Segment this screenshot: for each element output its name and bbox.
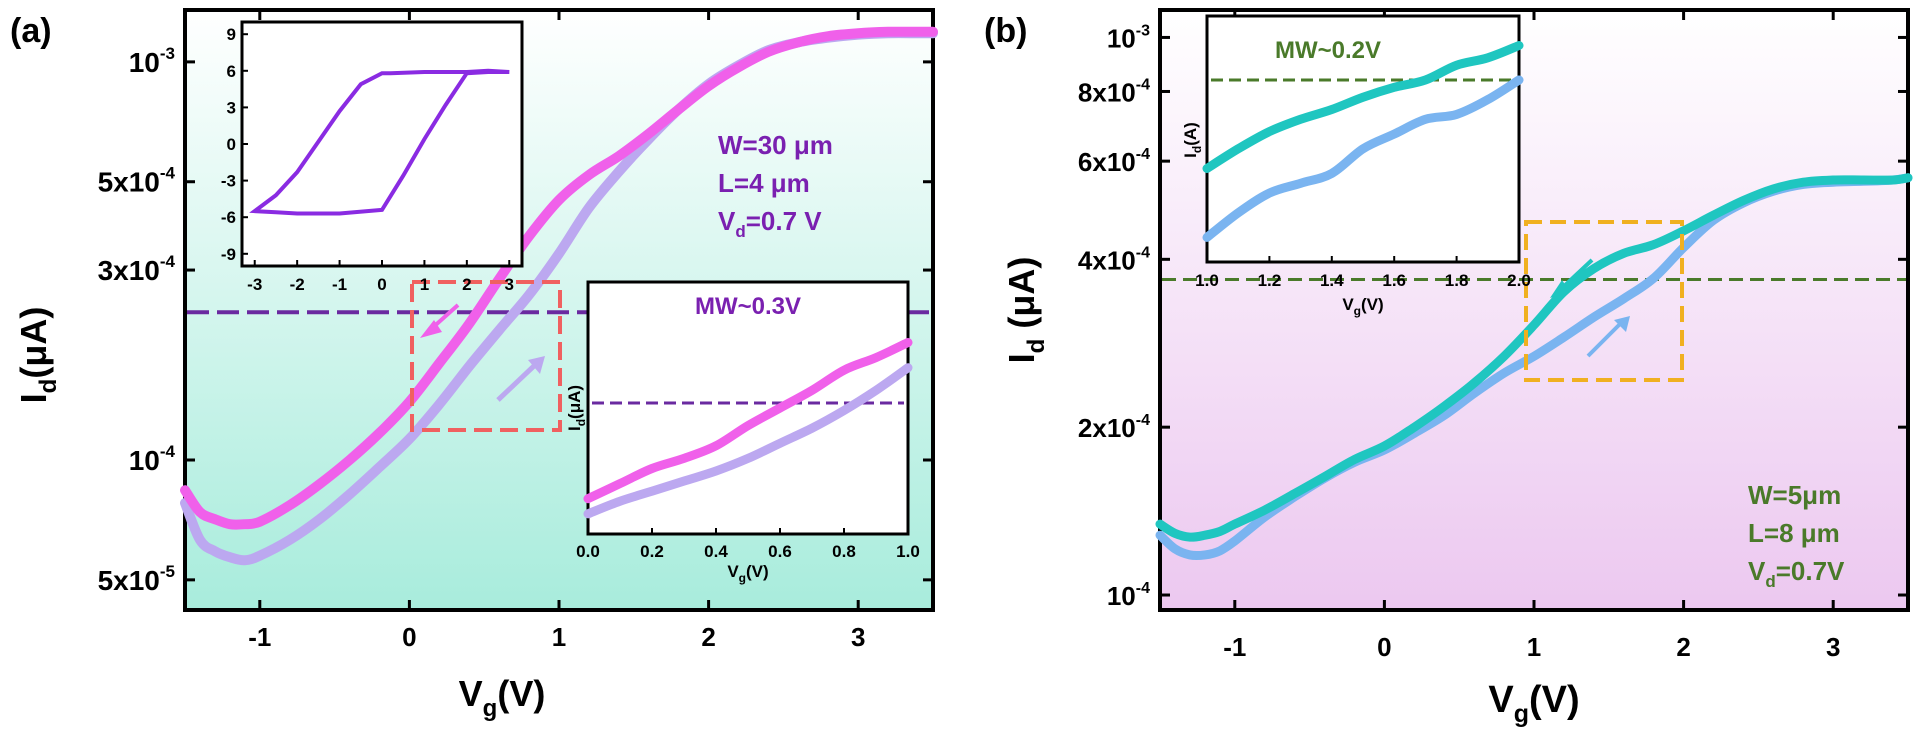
inset-zoom-x-title: Vg(V) <box>1342 295 1383 318</box>
inset-series-forward <box>1202 75 1524 242</box>
x-tick-label: -2 <box>290 275 305 294</box>
inset-loop-frame <box>240 20 524 268</box>
inset-loop-y-axis: 9 6 3 0 -3 -6 -9 <box>221 25 248 264</box>
panel-a-label: (a) <box>10 12 52 50</box>
inset-series-backward <box>1202 41 1524 173</box>
x-tick-label: 2.0 <box>1507 271 1531 290</box>
panel-a-length-label: L=4 μm <box>718 168 810 198</box>
panel-b-vd-label: Vd=0.7V <box>1748 556 1845 591</box>
panel-a-zoom-box <box>410 280 562 432</box>
x-tick-label: 1.2 <box>1258 271 1282 290</box>
x-tick-label: -1 <box>1223 632 1246 662</box>
inset-zoom-x-title: Vg(V) <box>727 562 768 585</box>
inset-loop-x-axis: -3 -2 -1 0 1 2 3 <box>247 260 514 294</box>
y-tick-label: 10-3 <box>129 44 175 78</box>
panel-b-inset-zoom: 1.0 1.2 1.4 1.6 1.8 2.0 MW~0.2V Vg(V) Id(A) <box>1181 14 1531 318</box>
panel-a-inset-loop: -3 -2 -1 0 1 2 3 9 6 3 0 -3 -6 -9 <box>221 20 524 294</box>
y-tick-label: 3 <box>227 98 236 117</box>
inset-zoom-title: MW~0.3V <box>695 293 801 320</box>
panel-a-sweep-arrow-down <box>420 303 460 338</box>
y-tick-label: 4x10-4 <box>1078 244 1150 275</box>
panel-b-x-title: Vg(V) <box>1488 679 1579 728</box>
x-tick-label: 2 <box>701 622 715 652</box>
y-tick-label: 5x10-4 <box>98 164 176 198</box>
x-tick-label: 2 <box>462 275 471 294</box>
y-tick-label: 10-4 <box>1107 580 1150 611</box>
x-tick-label: 1.4 <box>1320 271 1344 290</box>
y-tick-label: 6 <box>227 62 236 81</box>
x-tick-label: 0.0 <box>576 542 600 561</box>
panel-a-sweep-arrow-up <box>496 356 545 402</box>
y-tick-label: 0 <box>227 135 236 154</box>
panel-b-y-title: Id (μA) <box>1001 257 1050 364</box>
x-tick-label: 1.0 <box>896 542 920 561</box>
x-tick-label: 1.0 <box>1195 271 1219 290</box>
x-tick-label: 0 <box>377 275 386 294</box>
panel-a-y-title: Id(μA) <box>13 307 62 404</box>
y-tick-label: 2x10-4 <box>1078 412 1150 443</box>
x-tick-label: 0.2 <box>640 542 664 561</box>
panel-b-sweep-arrow-down <box>1550 258 1594 298</box>
inset-series-forward <box>583 363 913 519</box>
x-tick-label: -1 <box>248 622 271 652</box>
inset-zoom-series <box>583 338 913 519</box>
panel-b: (b) -1 0 1 2 3 10-38x10-46x10-44x10-42x10-41… <box>984 8 1913 728</box>
inset-zoom-series <box>1202 41 1524 242</box>
x-tick-label: 0.6 <box>768 542 792 561</box>
y-tick-label: 9 <box>227 25 236 44</box>
x-tick-label: 1 <box>420 275 429 294</box>
x-tick-label: -3 <box>247 275 262 294</box>
inset-zoom-x-axis: 1.0 1.2 1.4 1.6 1.8 2.0 <box>1195 256 1531 290</box>
panel-b-sweep-arrow-up <box>1586 316 1630 358</box>
panel-b-label: (b) <box>984 12 1027 50</box>
x-tick-label: 1 <box>1527 632 1541 662</box>
x-tick-label: 0 <box>1377 632 1391 662</box>
x-tick-label: 3 <box>1826 632 1840 662</box>
panel-b-length-label: L=8 μm <box>1748 518 1840 548</box>
inset-series-backward <box>583 338 913 504</box>
panel-a-inset-zoom: 0.0 0.2 0.4 0.6 0.8 1.0 MW~0.3V Vg(V) Id(μA) <box>565 280 920 585</box>
panel-a-series <box>180 26 938 566</box>
x-tick-label: 1 <box>552 622 566 652</box>
y-tick-label: 5x10-5 <box>98 562 175 596</box>
panel-a-vd-label: Vd=0.7 V <box>718 206 822 241</box>
y-tick-label: 8x10-4 <box>1078 76 1150 107</box>
y-tick-label: 3x10-4 <box>98 252 176 286</box>
x-tick-label: 0.8 <box>832 542 856 561</box>
panel-b-width-label: W=5μm <box>1748 480 1841 510</box>
series-backward-sweep <box>1155 173 1913 542</box>
inset-zoom-y-title: Id(A) <box>1181 122 1204 158</box>
y-tick-label: -6 <box>221 208 236 227</box>
x-tick-label: 3 <box>505 275 514 294</box>
inset-loop-curve <box>249 68 510 216</box>
x-tick-label: 0 <box>402 622 416 652</box>
panel-b-x-axis: -1 0 1 2 3 <box>1223 10 1840 662</box>
series-backward-sweep <box>180 26 938 530</box>
panel-b-y-axis: 10-3 8x10-4 6x10-4 4x10-4 2x10-4 10-4 <box>1078 22 1908 611</box>
inset-zoom-y-title: Id(μA) <box>565 385 588 431</box>
y-tick-label: -3 <box>221 172 236 191</box>
y-tick-label: 10-3 <box>1107 22 1150 53</box>
y-tick-label: -9 <box>221 245 236 264</box>
y-tick-label: 6x10-4 <box>1078 146 1150 177</box>
panel-a-x-title: Vg(V) <box>459 673 546 722</box>
x-tick-label: -1 <box>332 275 347 294</box>
x-tick-label: 0.4 <box>704 542 728 561</box>
x-tick-label: 3 <box>851 622 865 652</box>
inset-zoom-title: MW~0.2V <box>1275 37 1381 64</box>
inset-zoom-x-axis: 0.0 0.2 0.4 0.6 0.8 1.0 <box>576 528 920 561</box>
panel-a-width-label: W=30 μm <box>718 130 833 160</box>
x-tick-label: 1.8 <box>1445 271 1469 290</box>
x-tick-label: 2 <box>1676 632 1690 662</box>
panel-a-x-axis: -1 0 1 2 3 <box>248 10 865 652</box>
panel-b-series <box>1155 173 1913 561</box>
panel-b-zoom-box <box>1524 220 1684 382</box>
y-tick-label: 10-4 <box>129 442 176 476</box>
x-tick-label: 1.6 <box>1382 271 1406 290</box>
